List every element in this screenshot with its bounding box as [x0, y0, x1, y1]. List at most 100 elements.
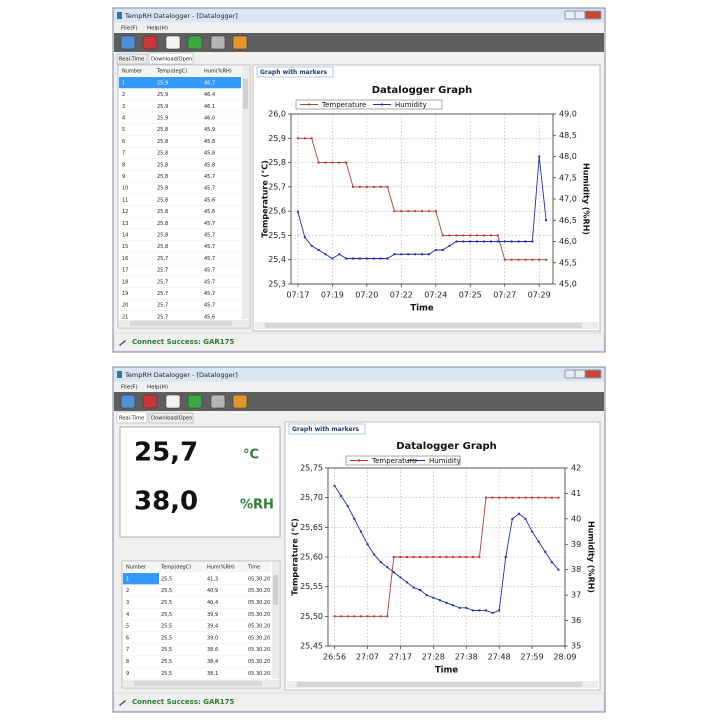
table-cell[interactable]: 46,0: [204, 115, 215, 121]
config-icon[interactable]: [232, 394, 248, 409]
tab[interactable]: [116, 53, 148, 65]
table-cell[interactable]: 25,5: [161, 588, 172, 594]
table-cell[interactable]: 7: [122, 151, 125, 157]
table-cell[interactable]: 19: [122, 291, 128, 297]
table-cell[interactable]: 39,0: [207, 635, 218, 641]
table-cell[interactable]: 25,5: [161, 612, 172, 618]
table-cell[interactable]: 2: [126, 588, 129, 594]
menu-item[interactable]: File(F): [121, 26, 138, 32]
tab[interactable]: [148, 52, 194, 65]
table-cell[interactable]: 05.30.20: [248, 612, 270, 618]
table-cell[interactable]: 25,8: [157, 139, 168, 145]
column-header[interactable]: Time: [247, 565, 260, 571]
table-cell[interactable]: 12: [122, 209, 128, 215]
table-cell[interactable]: 25,8: [157, 197, 168, 203]
maximize-button[interactable]: [574, 369, 586, 379]
table-cell[interactable]: 1: [122, 80, 125, 86]
table-cell[interactable]: 4: [126, 612, 129, 618]
table-cell[interactable]: 17: [122, 268, 128, 274]
table-cell[interactable]: 05.30.20: [248, 635, 270, 641]
settings-icon[interactable]: [210, 35, 226, 50]
tab[interactable]: [116, 411, 148, 424]
table-cell[interactable]: 25,7: [157, 268, 168, 274]
close-button[interactable]: [584, 369, 602, 379]
table-cell[interactable]: 25,5: [161, 624, 172, 630]
table-cell[interactable]: 20: [122, 303, 128, 309]
table-cell[interactable]: 14: [122, 232, 128, 238]
save-icon[interactable]: [142, 394, 158, 409]
table-cell[interactable]: 25,9: [157, 115, 168, 121]
table-cell[interactable]: 05.30.20: [248, 600, 270, 606]
table-cell[interactable]: 25,5: [161, 635, 172, 641]
table-cell[interactable]: 45,7: [204, 232, 215, 238]
tab-label[interactable]: Download/Open: [151, 416, 192, 422]
table-cell[interactable]: 45,8: [204, 151, 215, 157]
table-cell[interactable]: 25,9: [157, 80, 168, 86]
table-cell[interactable]: 45,7: [204, 174, 215, 180]
close-button[interactable]: [584, 10, 602, 20]
clock-icon[interactable]: [165, 394, 181, 409]
download-icon[interactable]: [187, 394, 203, 409]
table-cell[interactable]: 45,9: [204, 127, 215, 133]
minimize-button[interactable]: [564, 10, 576, 20]
table-cell[interactable]: 25,9: [157, 92, 168, 98]
table-cell[interactable]: 39,9: [207, 612, 218, 618]
table-cell[interactable]: 9: [126, 671, 129, 677]
table-cell[interactable]: 46,4: [204, 92, 215, 98]
table-cell[interactable]: 05.30.20: [248, 588, 270, 594]
table-cell[interactable]: 39,4: [207, 624, 218, 630]
table-cell[interactable]: 3: [126, 600, 129, 606]
table-cell[interactable]: 45,7: [204, 291, 215, 297]
download-icon[interactable]: [187, 35, 203, 50]
scroll-thumb[interactable]: [273, 575, 278, 605]
table-cell[interactable]: 05.30.20: [248, 624, 270, 630]
table-cell[interactable]: 25,8: [157, 151, 168, 157]
menu-item[interactable]: Help(H): [147, 385, 168, 391]
tab-label[interactable]: Download/Open: [151, 57, 192, 63]
table-cell[interactable]: 40,4: [207, 600, 218, 606]
table-cell[interactable]: 25,7: [157, 303, 168, 309]
table-cell[interactable]: 45,7: [204, 186, 215, 192]
settings-icon[interactable]: [210, 394, 226, 409]
table-cell[interactable]: 25,7: [157, 279, 168, 285]
scroll-thumb[interactable]: [130, 321, 232, 326]
table-cell[interactable]: 25,5: [161, 659, 172, 665]
table-cell[interactable]: 1: [126, 576, 129, 582]
column-header[interactable]: Number: [122, 69, 143, 75]
table-cell[interactable]: 05.30.20: [248, 671, 270, 677]
column-header[interactable]: Hum(%RH): [207, 565, 235, 571]
menu-item[interactable]: Help(H): [147, 26, 168, 32]
table-cell[interactable]: 46,7: [204, 80, 215, 86]
table-cell[interactable]: 25,8: [157, 244, 168, 250]
table-cell[interactable]: 15: [122, 244, 128, 250]
table-cell[interactable]: 6: [122, 139, 125, 145]
table-cell[interactable]: 25,5: [161, 671, 172, 677]
table-cell[interactable]: 5: [122, 127, 125, 133]
config-icon[interactable]: [232, 35, 248, 50]
table-cell[interactable]: 25,9: [157, 104, 168, 110]
graph-tab-label[interactable]: Graph with markers: [260, 69, 328, 76]
table-cell[interactable]: 25,8: [157, 174, 168, 180]
table-cell[interactable]: 16: [122, 256, 128, 262]
table-cell[interactable]: 4: [122, 115, 125, 121]
column-header[interactable]: Number: [126, 565, 147, 571]
table-cell[interactable]: 45,8: [204, 162, 215, 168]
table-cell[interactable]: 46,1: [204, 104, 215, 110]
table-cell[interactable]: 25,8: [157, 232, 168, 238]
graph-tab[interactable]: [288, 423, 366, 435]
table-cell[interactable]: 45,6: [204, 209, 215, 215]
scroll-thumb[interactable]: [243, 79, 248, 109]
graph-tab[interactable]: [256, 66, 334, 78]
table-cell[interactable]: 21: [122, 314, 128, 320]
column-header[interactable]: Temp(degC): [160, 565, 191, 571]
table-cell[interactable]: 45,6: [204, 314, 215, 320]
table-cell[interactable]: 38,1: [207, 671, 218, 677]
table-cell[interactable]: 11: [122, 197, 128, 203]
table-cell[interactable]: 2: [122, 92, 125, 98]
table-cell[interactable]: 25,8: [157, 209, 168, 215]
table-cell[interactable]: 45,7: [204, 268, 215, 274]
table-cell[interactable]: 38,4: [207, 659, 218, 665]
table-cell[interactable]: 45,8: [204, 139, 215, 145]
table-cell[interactable]: 7: [126, 647, 129, 653]
column-header[interactable]: Temp(degC): [156, 69, 187, 75]
